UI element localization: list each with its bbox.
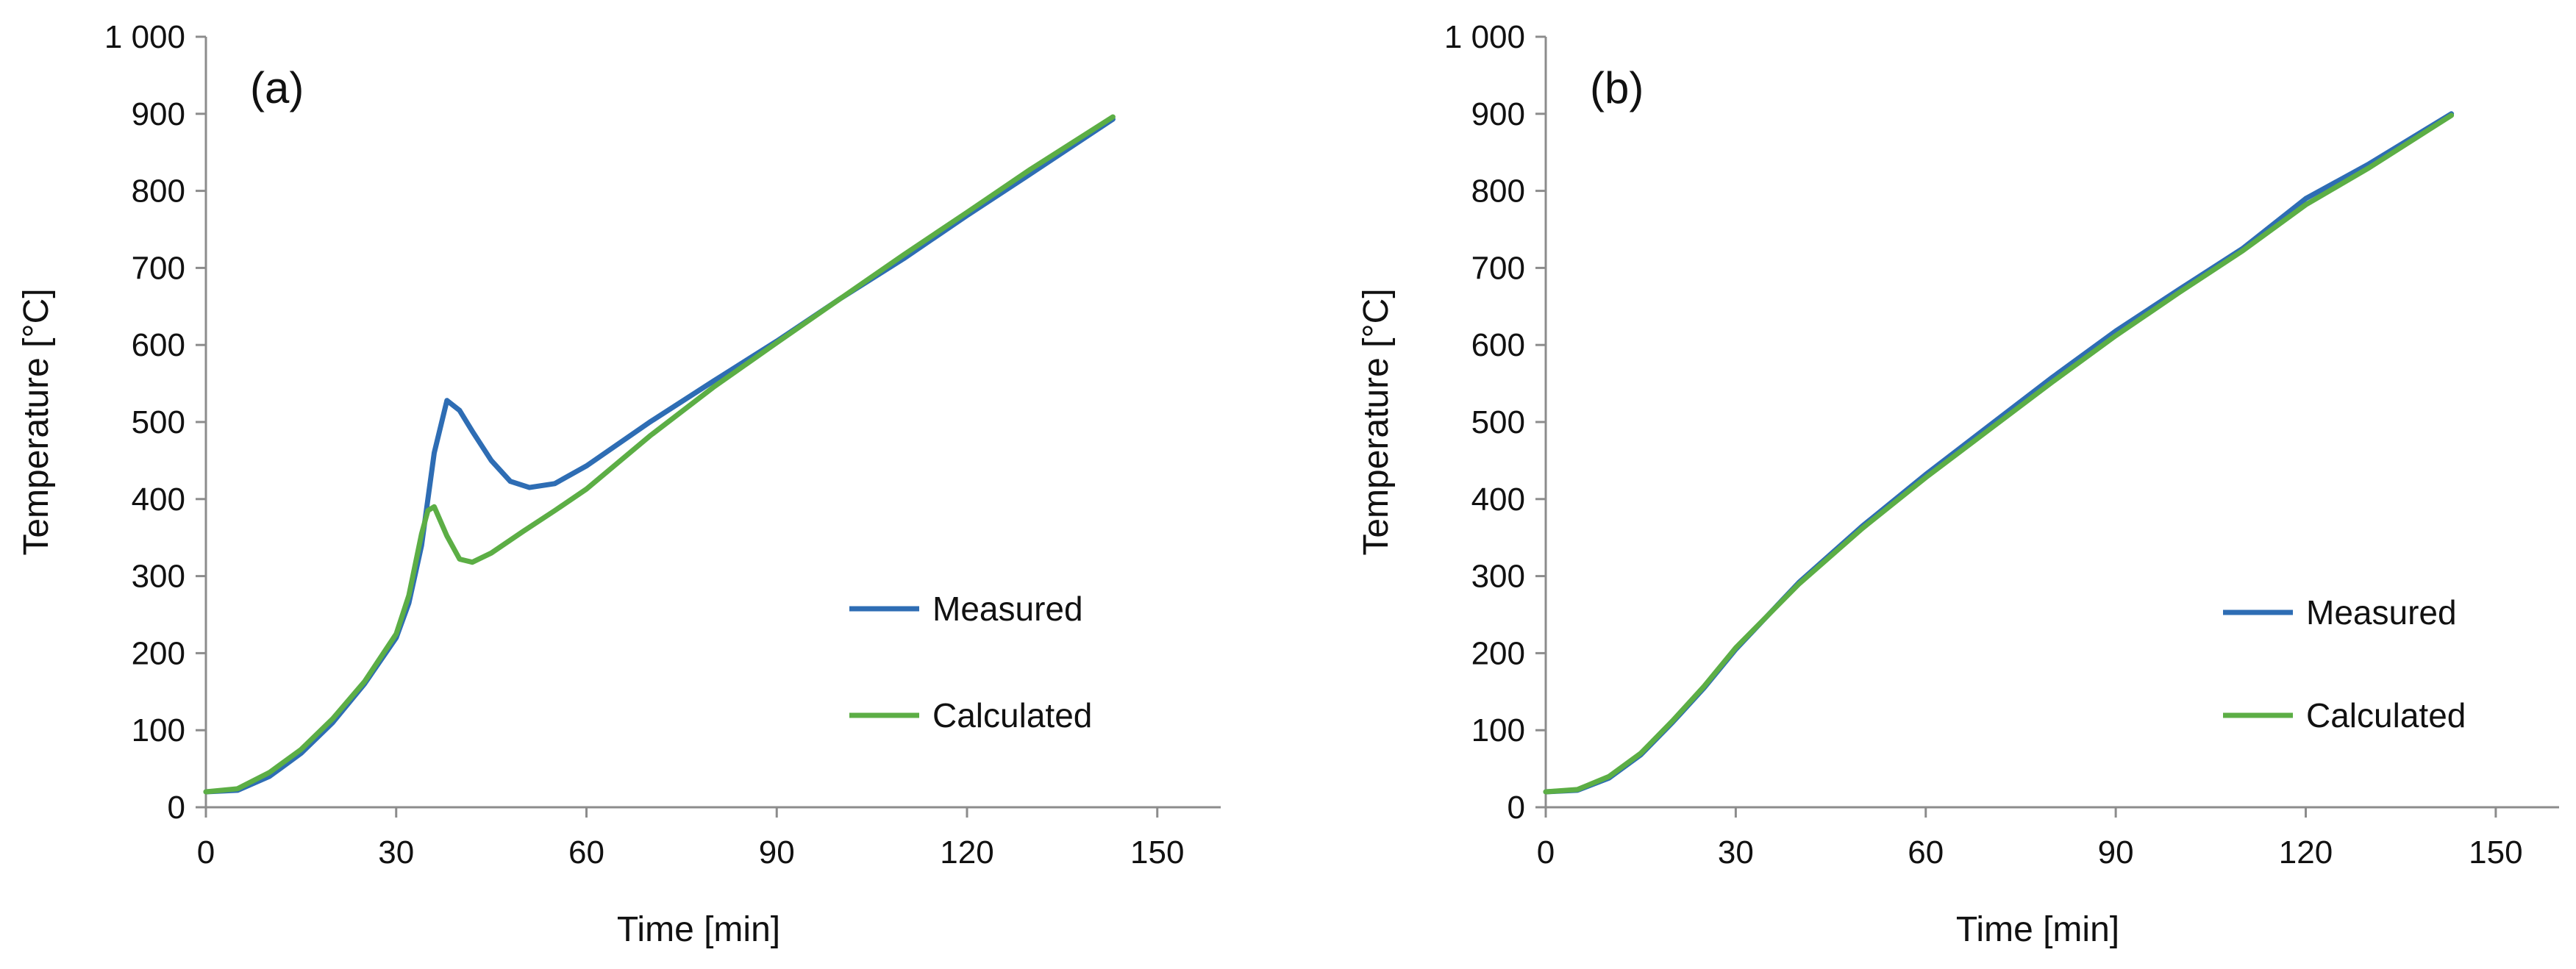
y-tick-label: 1 000 <box>104 19 185 55</box>
x-tick-label: 0 <box>1537 834 1555 870</box>
y-tick-label: 700 <box>1471 250 1525 286</box>
y-tick-label: 200 <box>1471 635 1525 671</box>
y-tick-label: 400 <box>132 482 185 518</box>
y-tick-label: 0 <box>168 790 185 826</box>
y-tick-label: 800 <box>1471 174 1525 210</box>
x-tick-label: 30 <box>1718 834 1754 870</box>
series-line-calculated <box>203 114 1116 795</box>
x-tick-label: 60 <box>568 834 604 870</box>
x-tick-label: 60 <box>1908 834 1944 870</box>
y-tick-label: 600 <box>132 327 185 363</box>
legend-label-measured: Measured <box>2306 593 2457 632</box>
chart-panel-a: 0 100 200 300 400 500 600 700 800 900 1 000 0 30 60 90… <box>17 19 1221 949</box>
series-line-measured <box>203 116 1116 795</box>
panel-label: (b) <box>1590 63 1644 112</box>
y-tick-label: 500 <box>132 404 185 440</box>
y-tick-label: 100 <box>132 712 185 748</box>
legend-label-measured: Measured <box>932 590 1083 628</box>
x-tick-label: 120 <box>2279 834 2333 870</box>
series-line-calculated <box>1543 112 2455 795</box>
y-tick-label: 0 <box>1508 790 1525 826</box>
x-tick-label: 120 <box>940 834 993 870</box>
x-tick-label: 90 <box>759 834 795 870</box>
legend-label-calculated: Calculated <box>932 696 1092 734</box>
x-tick-label: 150 <box>1130 834 1184 870</box>
x-tick-label: 150 <box>2469 834 2522 870</box>
y-tick-label: 100 <box>1471 712 1525 748</box>
x-axis-title: Time [min] <box>617 910 780 949</box>
chart-panel-b: 0 100 200 300 400 500 600 700 800 900 1 000 0 30 60 90… <box>1357 19 2559 949</box>
y-tick-label: 300 <box>1471 559 1525 595</box>
y-tick-label: 800 <box>132 174 185 210</box>
x-tick-label: 30 <box>378 834 414 870</box>
y-axis-title: Temperature [°C] <box>1357 288 1396 555</box>
y-tick-label: 1 000 <box>1444 19 1525 55</box>
panel-label: (a) <box>250 63 304 112</box>
series-line-measured <box>1543 111 2455 795</box>
x-tick-label: 90 <box>2098 834 2134 870</box>
y-tick-label: 200 <box>132 635 185 671</box>
y-tick-label: 700 <box>132 250 185 286</box>
y-axis-title: Temperature [°C] <box>17 288 56 555</box>
y-tick-label: 900 <box>132 96 185 132</box>
x-tick-label: 0 <box>197 834 215 870</box>
y-tick-label: 600 <box>1471 327 1525 363</box>
y-tick-label: 500 <box>1471 404 1525 440</box>
y-tick-label: 400 <box>1471 482 1525 518</box>
y-tick-label: 900 <box>1471 96 1525 132</box>
legend-label-calculated: Calculated <box>2306 696 2466 734</box>
y-tick-label: 300 <box>132 559 185 595</box>
x-axis-title: Time [min] <box>1956 910 2119 949</box>
